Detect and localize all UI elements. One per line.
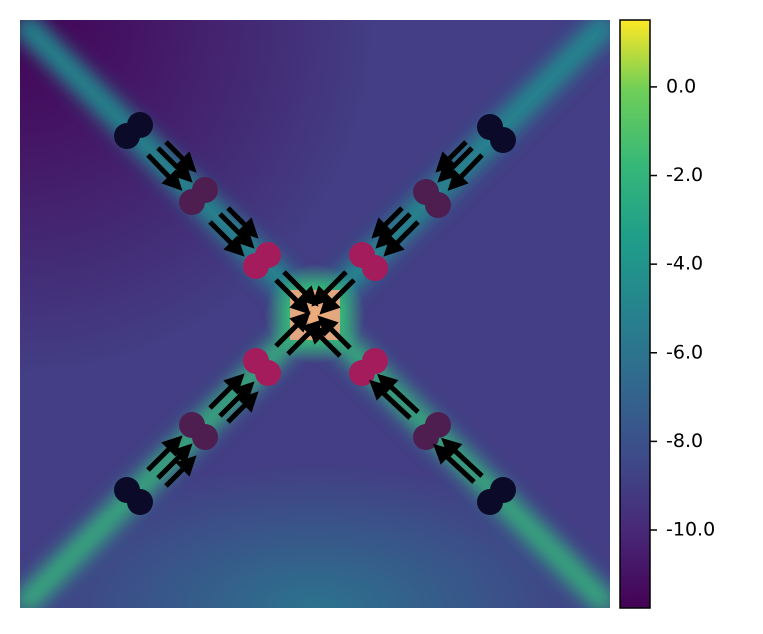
points [114, 112, 516, 515]
colorbar-tick-label: 0.0 [666, 75, 696, 97]
colorbar-tick-label: -10.0 [666, 519, 715, 541]
colorbar-tick-label: -2.0 [666, 164, 703, 186]
arrows [146, 140, 484, 488]
colorbar-tick-label: -4.0 [666, 253, 703, 275]
colorbar-tick-label: -8.0 [666, 430, 703, 452]
colorbar [619, 19, 651, 609]
colorbar-tick-label: -6.0 [666, 341, 703, 363]
heatmap [20, 20, 610, 608]
